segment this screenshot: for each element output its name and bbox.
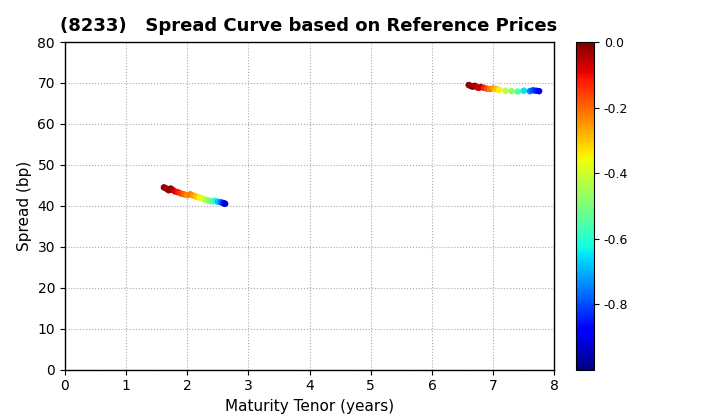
- Point: [463, 81, 474, 88]
- Point: [527, 87, 539, 94]
- Point: [487, 85, 499, 92]
- Point: [471, 84, 482, 90]
- Point: [524, 88, 536, 94]
- Point: [200, 196, 212, 203]
- Point: [160, 185, 171, 192]
- Point: [194, 194, 205, 201]
- Point: [187, 192, 199, 199]
- Point: [203, 197, 215, 204]
- Point: [206, 198, 217, 205]
- Point: [218, 200, 230, 207]
- Point: [534, 88, 545, 94]
- X-axis label: Maturity Tenor (years): Maturity Tenor (years): [225, 399, 394, 414]
- Point: [215, 199, 227, 205]
- Point: [467, 83, 478, 90]
- Point: [485, 86, 496, 92]
- Point: [163, 187, 174, 194]
- Point: [465, 82, 477, 89]
- Point: [176, 190, 187, 197]
- Point: [212, 198, 224, 205]
- Point: [518, 87, 529, 94]
- Point: [184, 191, 196, 198]
- Point: [209, 197, 220, 204]
- Point: [162, 186, 174, 193]
- Point: [478, 84, 490, 91]
- Point: [181, 192, 193, 199]
- Point: [475, 84, 487, 90]
- Point: [220, 200, 231, 207]
- Point: [165, 185, 176, 192]
- Point: [167, 186, 179, 193]
- Y-axis label: Spread (bp): Spread (bp): [17, 161, 32, 251]
- Point: [172, 189, 184, 196]
- Point: [197, 195, 208, 202]
- Point: [481, 85, 492, 92]
- Point: [512, 88, 523, 95]
- Point: [500, 87, 511, 94]
- Point: [169, 188, 181, 195]
- Point: [505, 88, 517, 94]
- Point: [158, 184, 170, 191]
- Point: [469, 82, 481, 89]
- Point: [191, 194, 202, 200]
- Point: [530, 87, 541, 94]
- Text: (8233)   Spread Curve based on Reference Prices: (8233) Spread Curve based on Reference P…: [60, 17, 557, 35]
- Point: [217, 200, 228, 206]
- Point: [493, 87, 505, 93]
- Point: [473, 84, 485, 91]
- Point: [490, 86, 502, 92]
- Point: [179, 191, 190, 198]
